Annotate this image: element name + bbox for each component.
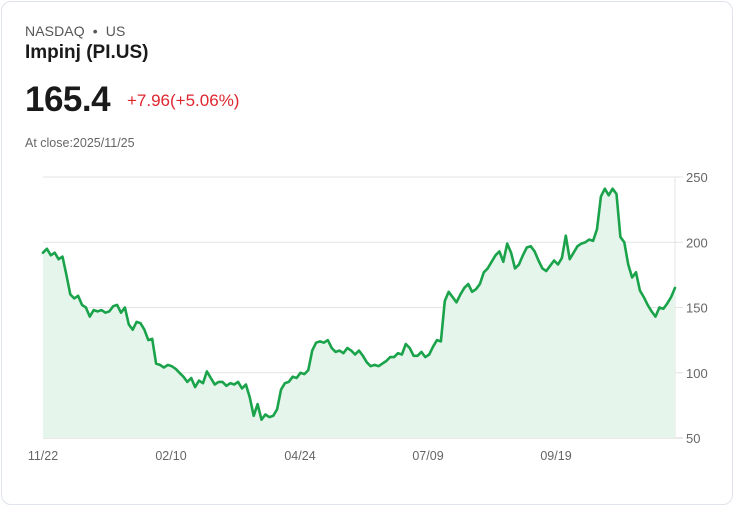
stock-name: Impinj (PI.US) — [25, 42, 149, 63]
y-tick-label: 250 — [686, 170, 708, 185]
exchange-label: NASDAQ — [25, 23, 85, 39]
y-tick-label: 150 — [686, 301, 708, 316]
country-label: US — [105, 23, 126, 39]
x-tick-label: 11/22 — [28, 449, 58, 463]
price-change: +7.96(+5.06%) — [127, 91, 240, 110]
x-tick-label: 04/24 — [284, 449, 315, 463]
separator-dot: • — [92, 23, 98, 39]
stock-price: 165.4 — [25, 80, 111, 119]
y-tick-label: 200 — [686, 235, 708, 250]
y-tick-label: 50 — [686, 431, 700, 446]
x-tick-label: 02/10 — [155, 449, 186, 463]
y-tick-label: 100 — [686, 366, 708, 381]
x-axis: 11/22 02/10 04/24 07/09 09/19 — [28, 449, 572, 463]
chart-price-line — [41, 187, 677, 421]
chart-area-fill — [43, 188, 675, 438]
close-timestamp: At close:2025/11/25 — [25, 136, 135, 150]
y-axis: 250 200 150 100 50 — [686, 170, 708, 446]
x-tick-label: 09/19 — [540, 449, 571, 463]
x-tick-label: 07/09 — [412, 449, 443, 463]
exchange-line: NASDAQ • US — [25, 23, 125, 39]
